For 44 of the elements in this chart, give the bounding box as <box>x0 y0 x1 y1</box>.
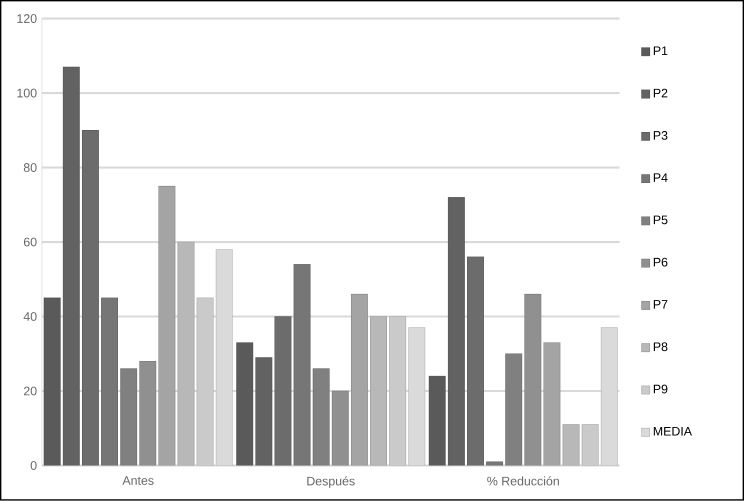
bar <box>332 390 349 466</box>
bar <box>274 316 292 466</box>
bar <box>82 130 99 466</box>
bar <box>448 197 465 466</box>
bar <box>62 66 80 466</box>
bar <box>101 298 118 466</box>
legend-label: P2 <box>654 88 668 98</box>
y-tick-label: 100 <box>17 88 37 98</box>
bar <box>120 368 138 466</box>
y-tick-label: 60 <box>24 238 37 247</box>
bar <box>236 342 254 466</box>
legend-label: P7 <box>654 300 668 309</box>
bar <box>139 361 156 466</box>
y-tick-label: 80 <box>24 163 37 172</box>
legend-label: P1 <box>654 46 668 56</box>
legend-label: P8 <box>654 342 668 352</box>
bar <box>467 256 484 466</box>
bar <box>505 354 522 466</box>
bar <box>312 368 330 466</box>
bar <box>44 298 61 466</box>
legend-label: P9 <box>654 384 668 394</box>
bar <box>178 242 194 466</box>
bar <box>350 294 368 466</box>
bar <box>562 424 580 466</box>
bar <box>158 186 176 466</box>
legend-label: P4 <box>654 174 668 182</box>
y-tick-label: 120 <box>17 14 37 24</box>
legend-label: P3 <box>654 131 668 140</box>
bar <box>428 376 446 466</box>
legend-label: MEDIA <box>654 427 692 436</box>
bar <box>543 342 560 466</box>
x-tick-label: Después <box>307 476 355 488</box>
y-tick-label: 20 <box>24 386 37 396</box>
y-tick-label: 0 <box>30 461 37 470</box>
bar <box>370 316 387 466</box>
legend-label: P6 <box>654 258 668 267</box>
bar <box>294 264 311 466</box>
x-tick-label: % Reducción <box>487 476 559 486</box>
bar <box>255 357 272 466</box>
y-tick-label: 40 <box>24 312 37 322</box>
bar <box>486 462 504 466</box>
bar <box>524 294 542 466</box>
x-tick-label: Antes <box>122 476 154 486</box>
legend-label: P5 <box>654 216 668 224</box>
